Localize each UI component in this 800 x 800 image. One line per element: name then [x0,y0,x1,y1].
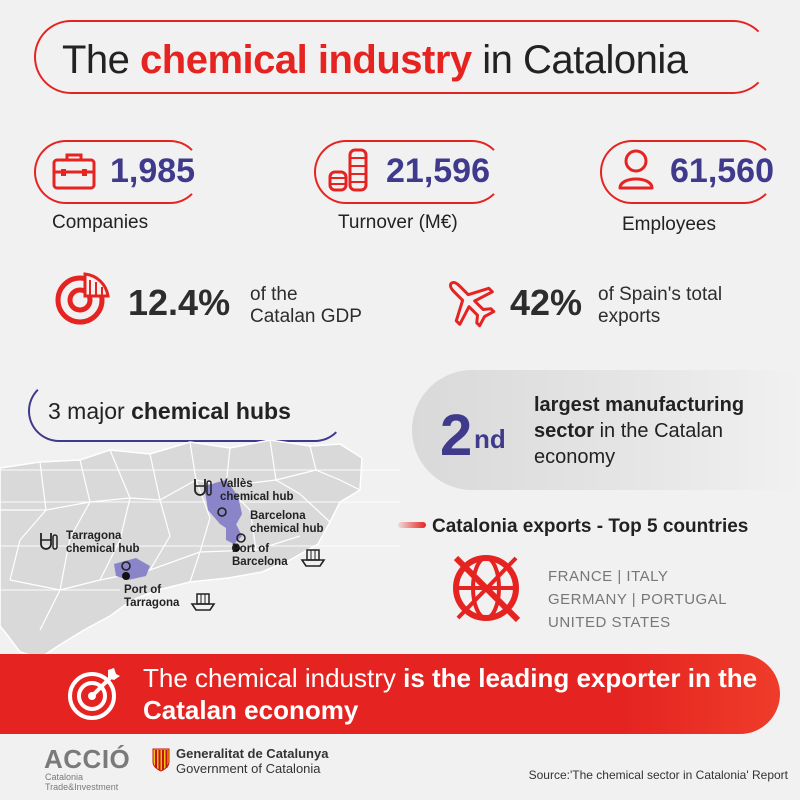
hubs-frame [28,380,346,442]
catalonia-map [0,440,400,659]
accio-subtitle: Catalonia Trade&Investment [45,772,119,792]
airplane-icon [448,280,496,328]
sector-rank-suffix: nd [474,424,506,454]
page-title: The chemical industry in Catalonia [62,38,688,82]
country-row-3: UNITED STATES [548,614,671,631]
coins-icon [328,148,368,192]
gdp-value: 12.4% [128,282,231,323]
exports-share-description: of Spain's total exports [598,284,723,327]
person-icon [618,149,654,190]
gdp-description: of the Catalan GDP [250,284,362,327]
source-note: Source:'The chemical sector in Catalonia… [528,768,788,782]
country-row-1: FRANCE | ITALY [548,568,669,585]
barcelona-hub-label: Barcelona chemical hub [250,510,324,535]
sector-rank-description: largest manufacturing sector in the Cata… [534,394,745,468]
valles-hub-label: Vallès chemical hub [220,478,294,503]
companies-badge [34,140,202,204]
pie-chart-icon [55,272,110,325]
sector-rank-number: 2 [440,403,473,468]
generalitat-line-2: Government of Catalonia [176,761,321,776]
sector-rank-box [412,370,800,490]
port-tarragona-label: Port of Tarragona [124,584,180,609]
title-highlight: chemical industry [140,38,472,82]
country-row-2: GERMANY | PORTUGAL [548,591,728,608]
companies-label: Companies [52,212,149,233]
tarragona-hub-label: Tarragona chemical hub [66,530,140,555]
employees-value: 61,560 [670,152,774,190]
exports-heading: Catalonia exports - Top 5 countries [432,516,749,537]
accio-logo: ACCIÓ [44,744,131,774]
port-barcelona-label: Port of Barcelona [232,543,288,568]
ship-icon [300,549,326,567]
leading-exporter-text: The chemical industry is the leading exp… [143,663,758,725]
employees-label: Employees [622,214,716,235]
leading-exporter-banner [0,654,780,734]
turnover-badge [314,140,504,204]
title-frame [34,20,770,94]
hubs-heading: 3 major chemical hubs [48,398,291,424]
turnover-label: Turnover (M€) [338,212,458,233]
target-icon [68,668,120,720]
generalitat-shield-icon [152,748,170,772]
ship-icon [190,593,216,611]
flask-icon [40,533,58,550]
briefcase-icon [52,153,96,190]
employees-badge [600,140,776,204]
companies-value: 1,985 [110,152,196,190]
turnover-value: 21,596 [386,152,490,190]
exports-dash [398,522,426,528]
globe-crossed-icon [453,555,521,623]
exports-share-value: 42% [510,282,583,323]
flask-icon [194,479,212,496]
generalitat-line-1: Generalitat de Catalunya [176,746,329,761]
